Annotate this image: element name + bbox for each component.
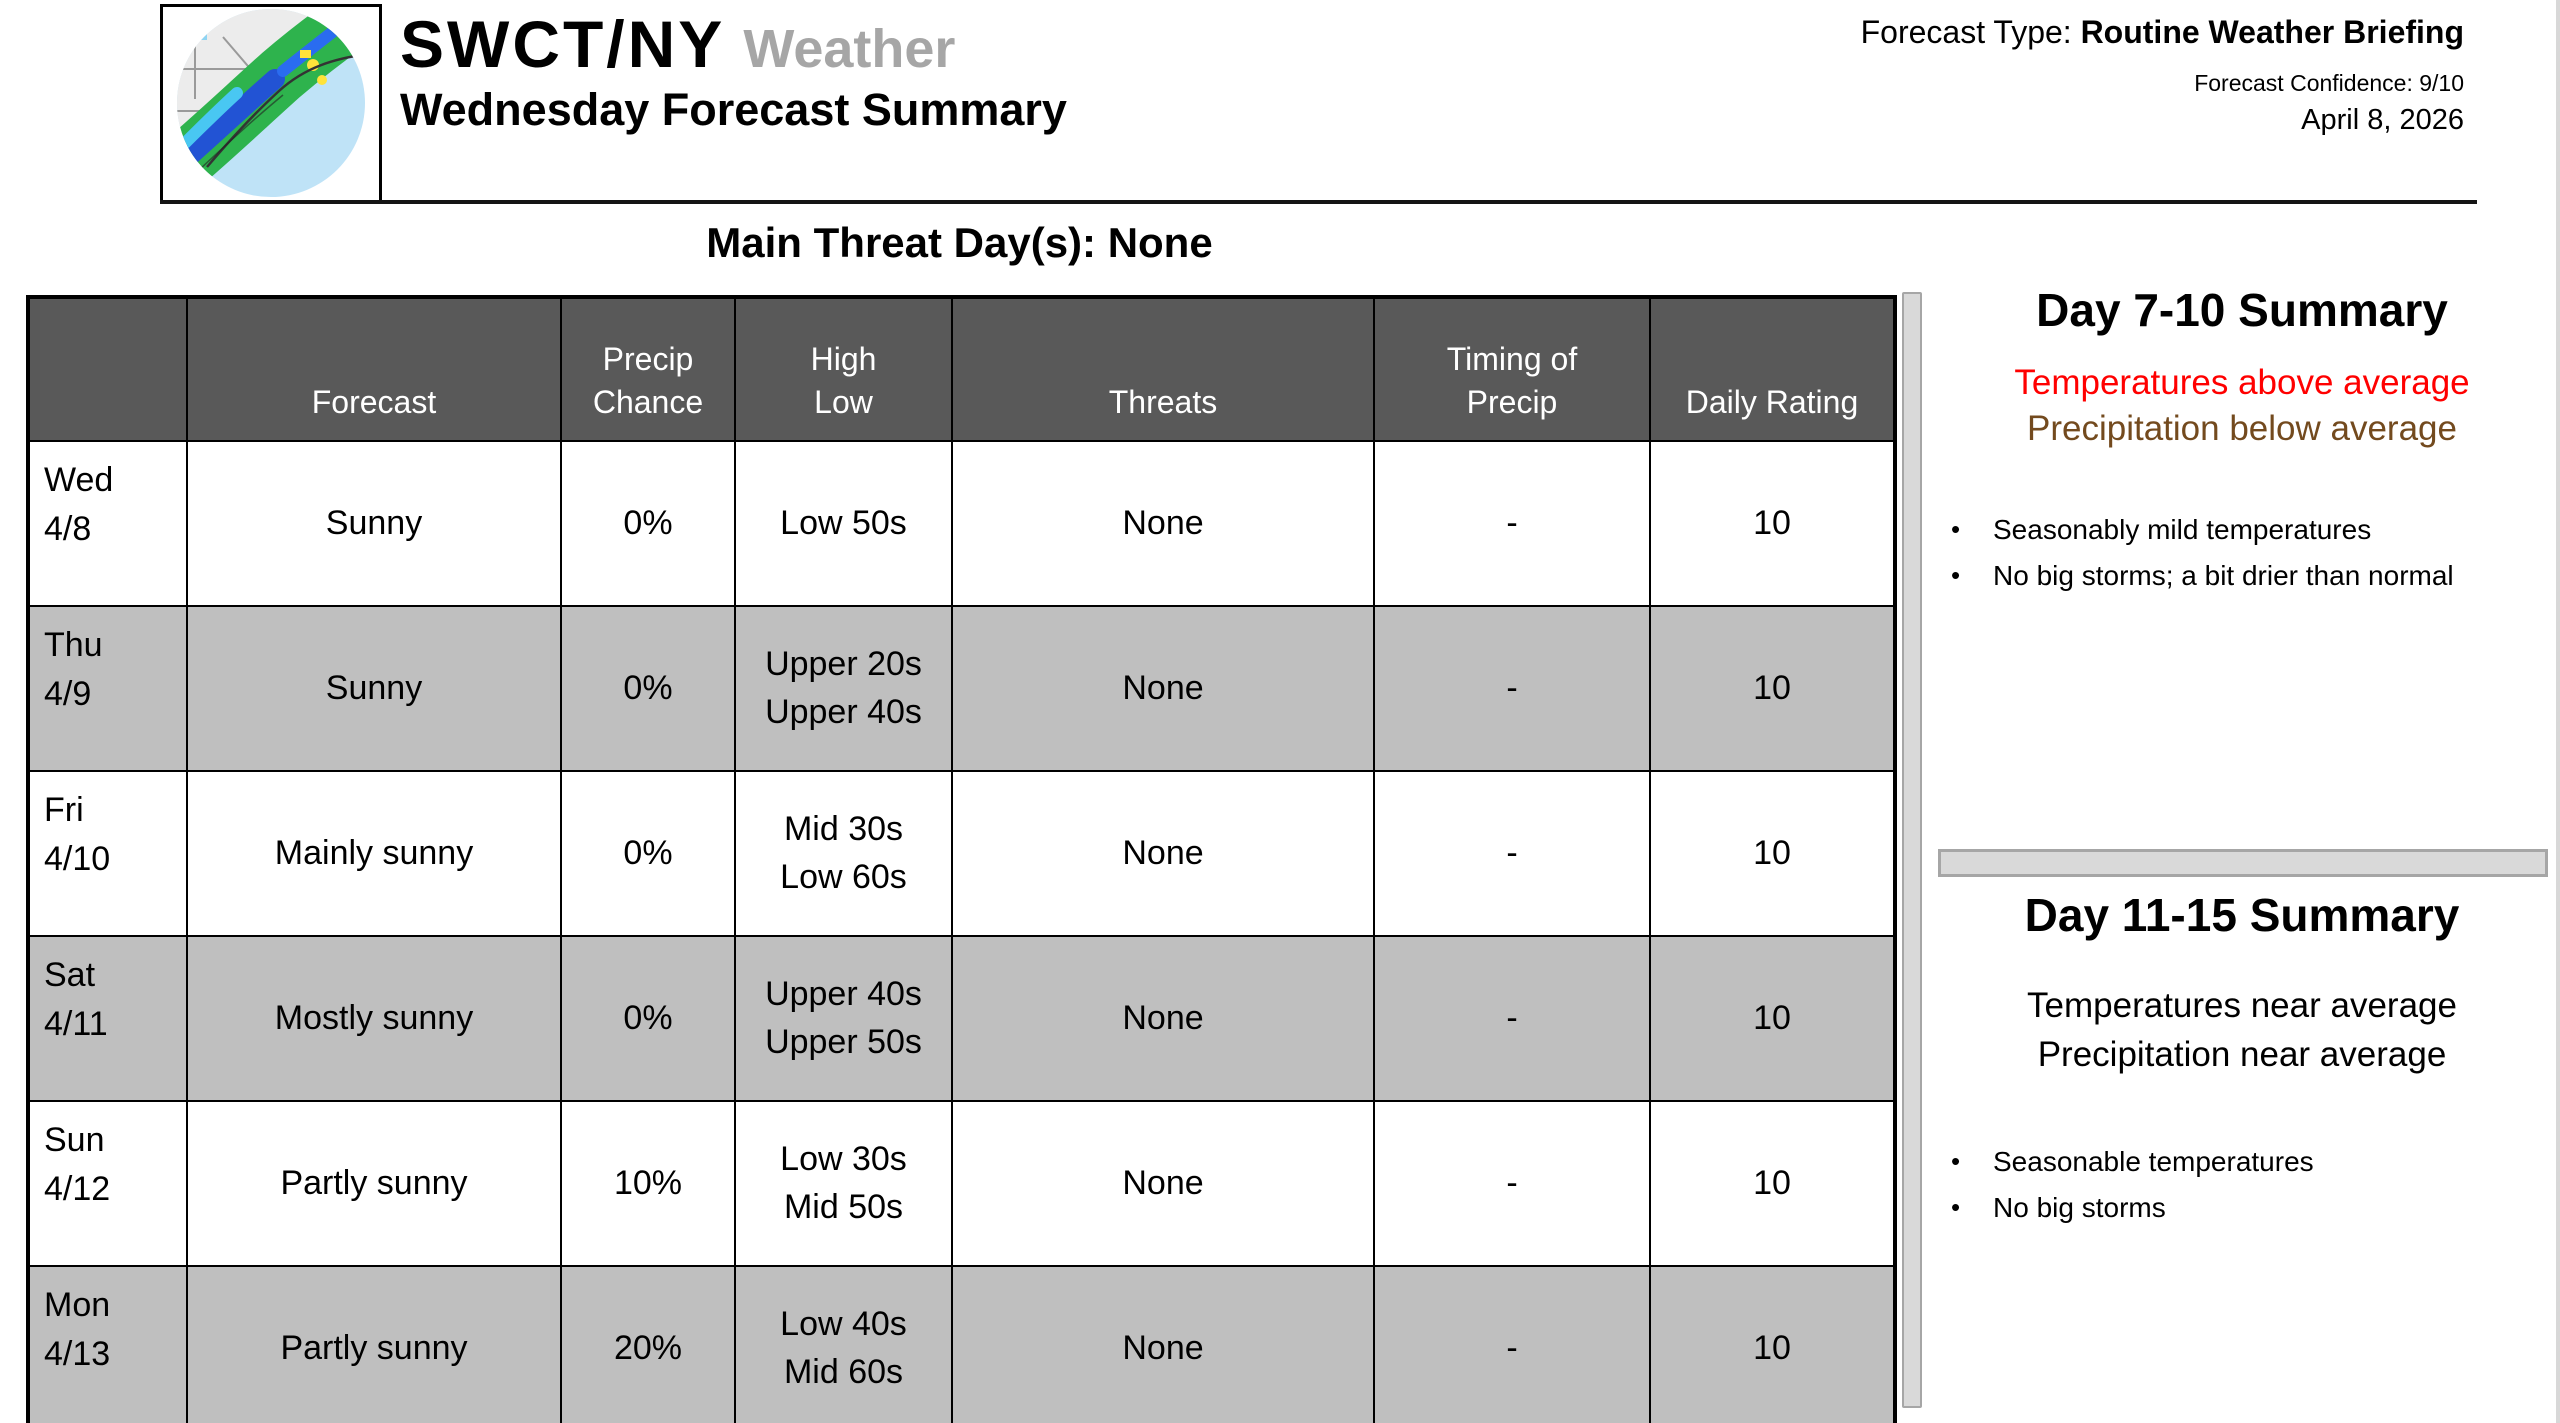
forecast-type-label: Forecast Type: [1860, 14, 2081, 50]
brand-title: SWCT/NY Weather [400, 6, 955, 82]
bullet-text: No big storms [1993, 1192, 2166, 1223]
threats-cell: None [951, 770, 1375, 937]
precip-chance-cell: 0% [560, 770, 736, 937]
bullet-icon: • [1951, 1146, 1961, 1176]
forecast-type-value: Routine Weather Briefing [2080, 14, 2464, 50]
high-low-cell: Mid 30s Low 60s [734, 770, 953, 937]
day-cell: Wed 4/8 [27, 440, 188, 607]
day-cell: Sun 4/12 [27, 1100, 188, 1267]
bullet-icon: • [1951, 514, 1961, 544]
precip-chance-cell: 20% [560, 1265, 736, 1423]
forecast-cell: Partly sunny [186, 1265, 562, 1423]
section-divider-bar [1938, 849, 2548, 877]
day7-10-precip-outlook: Precipitation below average [2027, 409, 2457, 448]
day11-15-title: Day 11-15 Summary [2024, 889, 2460, 941]
main-threat-heading: Main Threat Day(s): None [706, 219, 1213, 266]
bullet-text: Seasonable temperatures [1993, 1146, 2314, 1177]
day-cell: Mon 4/13 [27, 1265, 188, 1423]
day11-15-bullet-list: • Seasonable temperatures • No big storm… [1935, 1146, 2549, 1238]
forecast-cell: Sunny [186, 605, 562, 772]
day11-15-temp-outlook: Temperatures near average [2027, 986, 2457, 1025]
page-title: Wednesday Forecast Summary [400, 84, 1067, 135]
list-item: • No big storms; a bit drier than normal [1935, 560, 2549, 592]
forecast-cell: Sunny [186, 440, 562, 607]
col-header-daily-rating: Daily Rating [1649, 296, 1896, 442]
header-divider [160, 200, 2477, 204]
brand-name: SWCT/NY [400, 7, 726, 81]
table-row: Wed 4/8 Sunny 0% Low 50s None - 10 [27, 440, 1896, 607]
list-item: • Seasonably mild temperatures [1935, 514, 2549, 546]
forecast-table: Forecast Precip Chance High Low Threats … [26, 295, 1897, 1423]
timing-cell: - [1373, 605, 1651, 772]
briefing-date: April 8, 2026 [2301, 104, 2464, 136]
forecast-cell: Mainly sunny [186, 770, 562, 937]
bullet-icon: • [1951, 560, 1961, 590]
table-row: Sun 4/12 Partly sunny 10% Low 30s Mid 50… [27, 1100, 1896, 1267]
timing-cell: - [1373, 440, 1651, 607]
col-header-timing: Timing of Precip [1373, 296, 1651, 442]
precip-chance-cell: 10% [560, 1100, 736, 1267]
day11-15-precip-outlook: Precipitation near average [2037, 1035, 2447, 1074]
col-header-high-low: High Low [734, 296, 953, 442]
timing-cell: - [1373, 1100, 1651, 1267]
high-low-cell: Upper 40s Upper 50s [734, 935, 953, 1102]
day-cell: Fri 4/10 [27, 770, 188, 937]
table-row: Thu 4/9 Sunny 0% Upper 20s Upper 40s Non… [27, 605, 1896, 772]
list-item: • Seasonable temperatures [1935, 1146, 2549, 1178]
table-row: Mon 4/13 Partly sunny 20% Low 40s Mid 60… [27, 1265, 1896, 1423]
precip-chance-cell: 0% [560, 935, 736, 1102]
forecast-confidence: Forecast Confidence: 9/10 [2194, 70, 2464, 96]
bullet-text: Seasonably mild temperatures [1993, 514, 2372, 545]
high-low-cell: Upper 20s Upper 40s [734, 605, 953, 772]
col-header-threats: Threats [951, 296, 1375, 442]
precip-chance-cell: 0% [560, 605, 736, 772]
forecast-type: Forecast Type: Routine Weather Briefing [1861, 14, 2464, 51]
threats-cell: None [951, 1100, 1375, 1267]
bullet-icon: • [1951, 1192, 1961, 1222]
rating-cell: 10 [1649, 605, 1896, 772]
threats-cell: None [951, 935, 1375, 1102]
rating-cell: 10 [1649, 770, 1896, 937]
high-low-cell: Low 40s Mid 60s [734, 1265, 953, 1423]
day-cell: Thu 4/9 [27, 605, 188, 772]
brand-suffix: Weather [743, 19, 956, 79]
col-header-day [27, 296, 188, 442]
threats-cell: None [951, 440, 1375, 607]
rating-cell: 10 [1649, 1265, 1896, 1423]
col-header-precip-chance: Precip Chance [560, 296, 736, 442]
high-low-cell: Low 30s Mid 50s [734, 1100, 953, 1267]
radar-map-icon [177, 9, 365, 197]
brand-logo [160, 4, 382, 203]
table-row: Fri 4/10 Mainly sunny 0% Mid 30s Low 60s… [27, 770, 1896, 937]
precip-chance-cell: 0% [560, 440, 736, 607]
table-row: Sat 4/11 Mostly sunny 0% Upper 40s Upper… [27, 935, 1896, 1102]
rating-cell: 10 [1649, 935, 1896, 1102]
list-item: • No big storms [1935, 1192, 2549, 1224]
right-edge-line [2556, 0, 2560, 1423]
rating-cell: 10 [1649, 1100, 1896, 1267]
rating-cell: 10 [1649, 440, 1896, 607]
threats-cell: None [951, 1265, 1375, 1423]
table-scrollbar[interactable] [1902, 292, 1922, 1408]
day7-10-title: Day 7-10 Summary [2036, 284, 2448, 336]
timing-cell: - [1373, 935, 1651, 1102]
timing-cell: - [1373, 770, 1651, 937]
day-cell: Sat 4/11 [27, 935, 188, 1102]
day7-10-bullet-list: • Seasonably mild temperatures • No big … [1935, 514, 2549, 606]
col-header-forecast: Forecast [186, 296, 562, 442]
forecast-cell: Partly sunny [186, 1100, 562, 1267]
high-low-cell: Low 50s [734, 440, 953, 607]
timing-cell: - [1373, 1265, 1651, 1423]
table-header-row: Forecast Precip Chance High Low Threats … [27, 296, 1896, 442]
threats-cell: None [951, 605, 1375, 772]
forecast-cell: Mostly sunny [186, 935, 562, 1102]
bullet-text: No big storms; a bit drier than normal [1993, 560, 2454, 591]
day7-10-temp-outlook: Temperatures above average [2014, 363, 2470, 402]
